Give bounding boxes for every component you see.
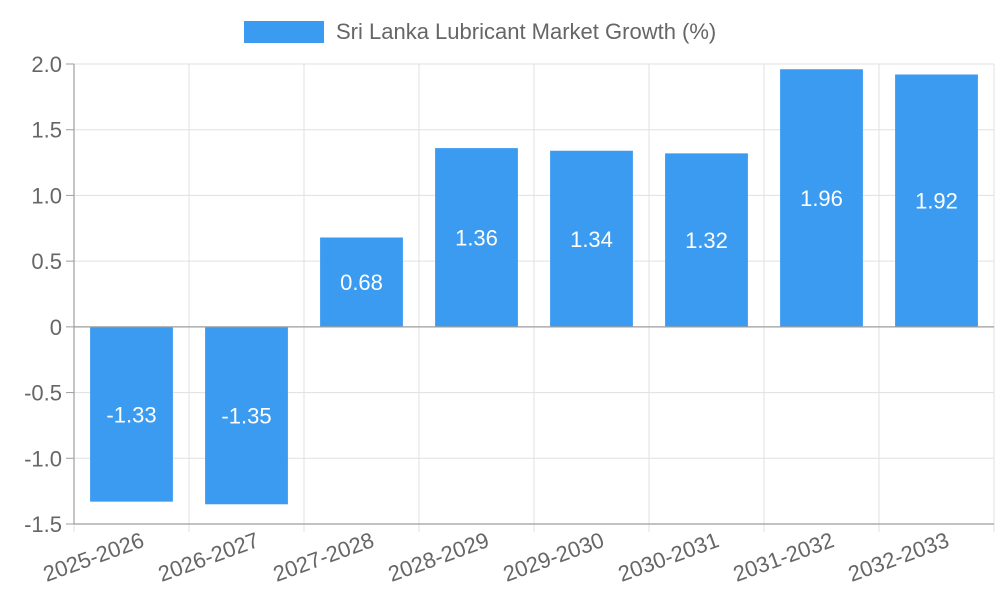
y-axis-ticks: 2.0 1.5 1.0 0.5 0 -0.5 -1.0 -1.5 — [24, 52, 74, 537]
legend-label: Sri Lanka Lubricant Market Growth (%) — [336, 19, 716, 44]
y-tick-label: 1.0 — [31, 183, 62, 208]
x-tick-label: 2028-2029 — [385, 527, 492, 586]
axes — [73, 64, 994, 525]
data-label: -1.33 — [106, 402, 156, 427]
bar-2030-2031 — [665, 153, 748, 327]
legend-swatch — [244, 21, 324, 43]
data-label: 1.32 — [685, 228, 728, 253]
bar-2032-2033 — [895, 74, 978, 327]
bar-2025-2026 — [90, 326, 173, 502]
data-label: 1.92 — [915, 189, 958, 214]
y-tick-label: 0.5 — [31, 249, 62, 274]
bars — [90, 69, 978, 505]
data-label: 1.36 — [455, 225, 498, 250]
y-tick-label: -1.0 — [24, 446, 62, 471]
data-labels: -1.33 -1.35 0.68 1.36 1.34 1.32 1.96 1.92 — [106, 186, 957, 429]
x-tick-label: 2031-2032 — [730, 527, 837, 586]
x-axis-ticks: 2025-2026 2026-2027 2027-2028 2028-2029 2029… — [40, 527, 952, 586]
x-tick-label: 2027-2028 — [270, 527, 377, 586]
bar-2028-2029 — [435, 148, 518, 327]
bar-2027-2028 — [320, 237, 403, 327]
data-label: -1.35 — [221, 404, 271, 429]
data-label: 1.34 — [570, 227, 613, 252]
bar-2026-2027 — [205, 326, 288, 505]
x-tick-label: 2029-2030 — [500, 527, 607, 586]
data-label: 0.68 — [340, 270, 383, 295]
y-tick-label: -1.5 — [24, 512, 62, 537]
y-tick-label: 1.5 — [31, 118, 62, 143]
y-tick-label: -0.5 — [24, 381, 62, 406]
y-tick-label: 0 — [50, 315, 62, 340]
y-tick-label: 2.0 — [31, 52, 62, 77]
data-label: 1.96 — [800, 186, 843, 211]
bar-2031-2032 — [780, 69, 863, 327]
x-tick-label: 2030-2031 — [615, 527, 722, 586]
bar-2029-2030 — [550, 150, 633, 327]
legend: Sri Lanka Lubricant Market Growth (%) — [244, 19, 716, 44]
x-tick-label: 2026-2027 — [155, 527, 262, 586]
x-tick-label: 2032-2033 — [845, 527, 952, 586]
